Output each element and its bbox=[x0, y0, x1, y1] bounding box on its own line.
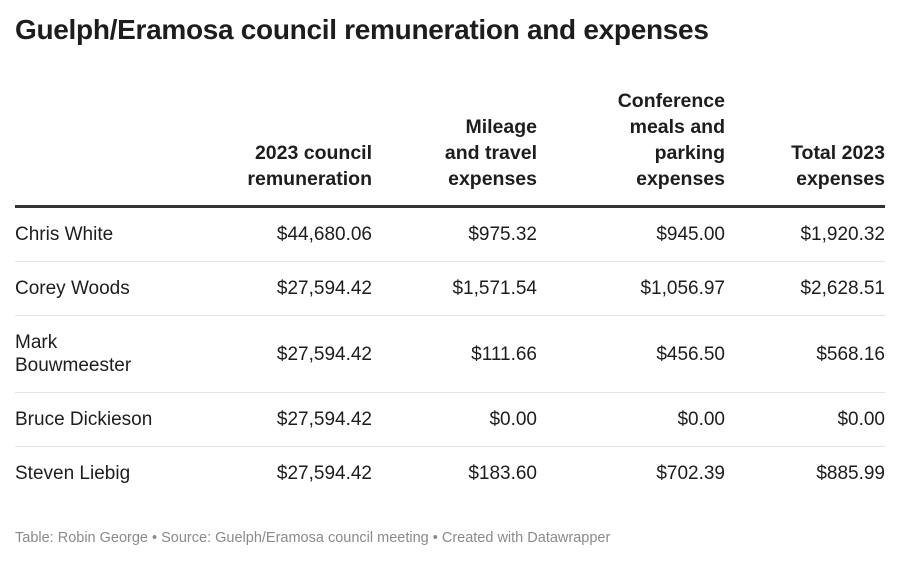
chart-title: Guelph/Eramosa council remuneration and … bbox=[15, 14, 709, 45]
cell-total: $2,628.51 bbox=[725, 261, 885, 316]
cell-total: $1,920.32 bbox=[725, 206, 885, 262]
cell-name: Bruce Dickieson bbox=[15, 392, 215, 447]
footer-credits: Table: Robin George • Source: Guelph/Era… bbox=[15, 530, 611, 546]
table-row: Steven Liebig $27,594.42 $183.60 $702.39 $88… bbox=[15, 447, 885, 501]
cell-name: Corey Woods bbox=[15, 261, 215, 316]
table-row: Corey Woods $27,594.42 $1,571.54 $1,056.97 $… bbox=[15, 261, 885, 316]
data-table: 2023 council remuneration Mileage and tr… bbox=[15, 88, 885, 500]
cell-remuneration: $27,594.42 bbox=[215, 315, 372, 393]
cell-mileage: $111.66 bbox=[372, 315, 537, 393]
cell-remuneration: $27,594.42 bbox=[215, 392, 372, 447]
cell-conference: $945.00 bbox=[537, 206, 725, 262]
cell-conference: $456.50 bbox=[537, 315, 725, 393]
column-header-name bbox=[15, 88, 215, 208]
cell-remuneration: $44,680.06 bbox=[215, 206, 372, 262]
cell-remuneration: $27,594.42 bbox=[215, 261, 372, 316]
cell-name: Chris White bbox=[15, 206, 215, 262]
cell-mileage: $1,571.54 bbox=[372, 261, 537, 316]
column-header-mileage: Mileage and travel expenses bbox=[372, 88, 537, 208]
column-header-total: Total 2023 expenses bbox=[725, 88, 885, 208]
cell-total: $568.16 bbox=[725, 315, 885, 393]
cell-conference: $1,056.97 bbox=[537, 261, 725, 316]
cell-remuneration: $27,594.42 bbox=[276, 463, 372, 484]
cell-conference: $702.39 bbox=[656, 463, 725, 484]
cell-name: Mark Bouwmeester bbox=[15, 315, 215, 393]
cell-conference: $0.00 bbox=[537, 392, 725, 447]
column-header-conference: Conference meals and parking expenses bbox=[537, 88, 725, 208]
cell-mileage: $975.32 bbox=[372, 206, 537, 262]
column-header-remuneration: 2023 council remuneration bbox=[215, 88, 372, 208]
table-row: Mark Bouwmeester $27,594.42 $111.66 $456.50… bbox=[15, 315, 885, 393]
cell-mileage: $0.00 bbox=[372, 392, 537, 447]
cell-mileage: $183.60 bbox=[468, 463, 537, 484]
table-row: Bruce Dickieson $27,594.42 $0.00 $0.00 $0.00 bbox=[15, 392, 885, 447]
table-row: Chris White $44,680.06 $975.32 $945.00 $1,92… bbox=[15, 206, 885, 262]
cell-total: $0.00 bbox=[725, 392, 885, 447]
header-row: 2023 council remuneration Mileage and tr… bbox=[15, 88, 885, 208]
cell-name: Steven Liebig bbox=[15, 463, 131, 484]
cell-total: $885.99 bbox=[816, 463, 885, 484]
